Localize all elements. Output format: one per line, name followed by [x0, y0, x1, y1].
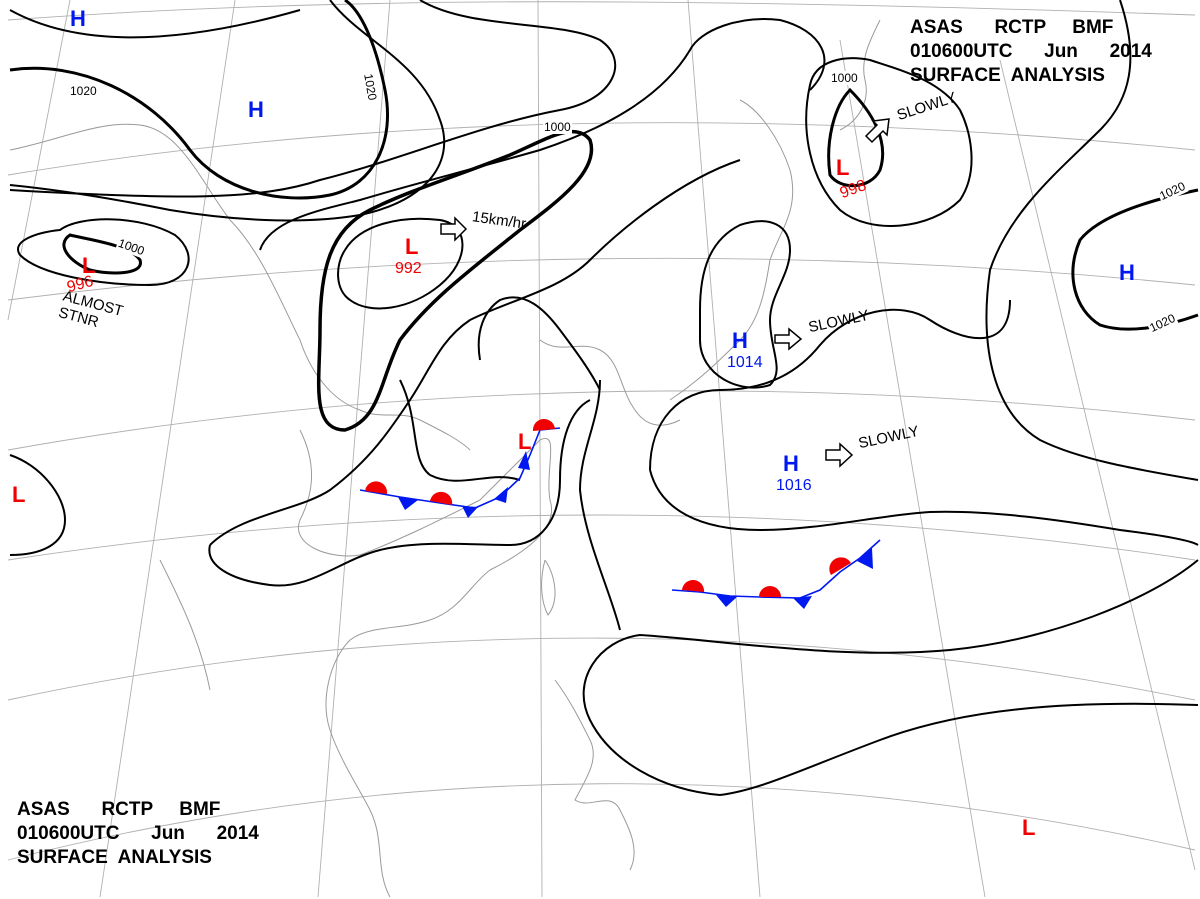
motion-arrow-icon: [825, 442, 854, 468]
isobar-label: 1000: [543, 120, 572, 134]
cold-front-segment: [716, 595, 738, 607]
header-line-datetime: 010600UTC Jun 2014: [910, 41, 1152, 62]
isobars: [9, 0, 1199, 796]
header-line-station: ASAS RCTP BMF: [17, 799, 221, 820]
high-pressure-value: 1014: [727, 354, 763, 371]
high-pressure-symbol: H: [1119, 260, 1135, 285]
low-pressure-symbol: L: [518, 429, 532, 454]
warm-front-segment: [829, 557, 851, 575]
low-pressure-symbol: L: [12, 482, 26, 507]
warm-front-segment: [682, 579, 705, 592]
isobar-label: 1020: [69, 84, 98, 98]
header-top: ASAS RCTP BMF 010600UTC Jun 2014 SURFACE…: [910, 16, 1152, 88]
high-pressure-symbol: H: [248, 97, 264, 122]
coastlines: [9, 19, 881, 898]
motion-arrow-icon: [774, 327, 803, 351]
low-pressure-symbol: L: [1022, 815, 1036, 840]
header-line-station: ASAS RCTP BMF: [910, 17, 1114, 38]
cold-front-segment: [462, 506, 478, 518]
high-pressure-value: 1016: [776, 477, 812, 494]
warm-front-segment: [430, 491, 453, 505]
high-pressure-symbol: H: [732, 328, 748, 353]
cold-front-segment: [398, 497, 418, 510]
warm-front-segment: [532, 418, 555, 431]
warm-front-segment: [759, 586, 781, 597]
graticule: [7, 0, 1196, 898]
header-bottom: ASAS RCTP BMF 010600UTC Jun 2014 SURFACE…: [17, 798, 259, 870]
high-pressure-symbol: H: [783, 451, 799, 476]
low-pressure-value: 992: [395, 260, 422, 277]
header-line-datetime: 010600UTC Jun 2014: [17, 823, 259, 844]
low-pressure-symbol: L: [405, 234, 419, 259]
header-line-title: SURFACE ANALYSIS: [17, 847, 212, 868]
fronts: [359, 418, 881, 609]
cold-front-segment: [518, 451, 530, 470]
header-line-title: SURFACE ANALYSIS: [910, 65, 1105, 86]
cold-front-segment: [494, 487, 508, 503]
high-pressure-symbol: H: [70, 6, 86, 31]
warm-front-segment: [365, 481, 388, 494]
low-pressure-symbol: L: [82, 253, 96, 278]
motion-arrow-icon: [440, 216, 468, 242]
cold-front-segment: [857, 548, 873, 569]
motion-arrow-icon: [864, 118, 890, 144]
motion-arrows: [440, 118, 890, 468]
cold-front-segment: [793, 596, 812, 609]
isobar-label: 1000: [830, 71, 859, 85]
low-pressure-symbol: L: [836, 155, 850, 180]
